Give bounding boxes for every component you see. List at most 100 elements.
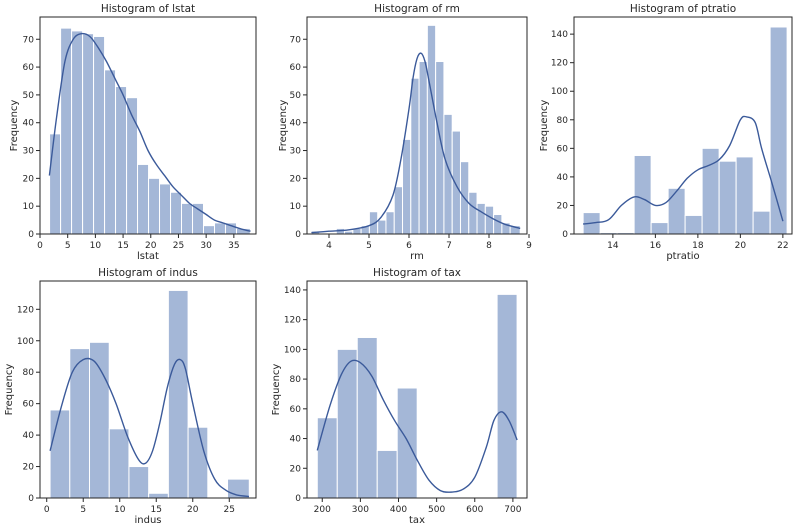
panel-rm-bar-9 — [385, 211, 395, 235]
panel-indus-xtick-label: 10 — [114, 505, 126, 515]
panel-tax-bar-9 — [496, 293, 518, 499]
panel-tax-xtick-label: 500 — [428, 505, 445, 515]
panel-ptratio-bar-4 — [650, 222, 669, 235]
panel-lstat-xtick-label: 20 — [145, 241, 157, 251]
panel-lstat-ytick-label: 60 — [23, 63, 35, 73]
panel-indus-axes-frame — [39, 280, 257, 499]
panel-tax-xtick-label: 300 — [352, 505, 369, 515]
panel-indus-bar-4 — [128, 466, 150, 499]
panel-indus-xtick-label: 0 — [44, 505, 50, 515]
panel-tax-axes-frame — [306, 280, 528, 499]
panel-indus-bar-6 — [167, 289, 189, 499]
panel-indus-bar-7 — [187, 426, 209, 499]
panel-lstat-ytick-label: 20 — [23, 174, 35, 184]
panel-indus-bar-3 — [108, 428, 130, 499]
panel-rm-bar-19 — [468, 191, 478, 235]
panel-tax-bar-3 — [376, 449, 398, 499]
panel-ptratio-xlabel: ptratio — [666, 251, 699, 262]
panel-ptratio-bar-10 — [752, 210, 771, 235]
panel-ptratio-ytick-label: 120 — [551, 59, 568, 69]
panel-rm-kde-line — [311, 52, 521, 234]
panel-tax-ytick-label: 80 — [290, 375, 302, 385]
panel-ptratio-ytick-label: 60 — [557, 144, 569, 154]
panel-tax-ytick-label: 20 — [290, 464, 302, 474]
panel-tax-bar-0 — [316, 417, 338, 499]
panel-ptratio-axes-frame — [573, 16, 793, 235]
panel-tax-xlabel: tax — [409, 515, 425, 526]
panel-rm-xtick-label: 5 — [366, 241, 372, 251]
panel-ptratio-title: Histogram of ptratio — [630, 3, 736, 15]
panel-indus-kde-line — [49, 357, 250, 498]
panel-tax-xtick-label: 200 — [314, 505, 331, 515]
panel-lstat-bar-3 — [82, 33, 95, 235]
panel-rm-ylabel: Frequency — [278, 100, 289, 152]
panel-tax-bar-2 — [356, 336, 378, 499]
panel-rm-ytick-label: 10 — [290, 202, 302, 212]
panel-rm-bar-13 — [418, 61, 428, 235]
panel-lstat-ytick-label: 50 — [23, 91, 35, 101]
panel-rm-ytick-label: 70 — [290, 35, 302, 45]
panel-lstat-ytick-label: 0 — [28, 230, 34, 240]
panel-lstat-bar-5 — [104, 69, 117, 235]
panel-rm-bar-10 — [393, 186, 404, 235]
panel-lstat-bar-2 — [71, 30, 84, 235]
panel-rm: Histogram of rm rm Frequency 4 5 6 7 8 9 0 10 20… — [278, 3, 532, 262]
panel-rm-ytick-label: 50 — [290, 91, 302, 101]
panel-lstat-xtick-label: 10 — [90, 241, 102, 251]
panel-ptratio-bar-9 — [735, 156, 754, 235]
panel-ptratio-ytick-label: 20 — [557, 201, 569, 211]
panel-lstat-xtick-label: 5 — [65, 241, 71, 251]
panel-tax-kde-line — [316, 359, 518, 493]
panel-ptratio-xtick-label: 14 — [607, 241, 619, 251]
panel-ptratio-xtick-label: 18 — [692, 241, 704, 251]
panel-indus-title: Histogram of indus — [98, 267, 198, 279]
panel-lstat-bar-10 — [159, 183, 172, 235]
panel-indus-ytick-label: 120 — [17, 305, 34, 315]
panel-tax-ytick-label: 60 — [290, 405, 302, 415]
panel-indus-ytick-label: 100 — [17, 337, 34, 347]
panel-indus-bar-0 — [49, 409, 71, 499]
panel-rm-xtick-label: 9 — [526, 241, 532, 251]
panel-rm-xtick-label: 6 — [406, 241, 412, 251]
panel-indus-ytick-label: 80 — [23, 368, 35, 378]
panel-lstat: Histogram of lstat lstat Frequency 0 5 10 1… — [9, 3, 257, 262]
panel-tax-ytick-label: 120 — [284, 316, 301, 326]
panel-lstat-ytick-label: 30 — [23, 147, 35, 157]
panel-tax-xtick-label: 400 — [390, 505, 407, 515]
panel-tax-xtick-label: 600 — [466, 505, 483, 515]
panel-rm-bar-7 — [368, 211, 379, 235]
panel-tax-title: Histogram of tax — [373, 267, 461, 279]
panel-ptratio-xtick-label: 20 — [735, 241, 747, 251]
panel-rm-bar-20 — [476, 202, 486, 235]
panel-indus-ytick-label: 0 — [28, 494, 34, 504]
panel-tax-xtick-label: 700 — [504, 505, 521, 515]
panel-ptratio-bar-11 — [769, 26, 788, 235]
panel-ptratio-ylabel: Frequency — [539, 100, 550, 152]
panel-rm-bar-21 — [484, 205, 495, 235]
panel-tax-ytick-label: 140 — [284, 286, 301, 296]
panel-ptratio-ytick-label: 140 — [551, 30, 568, 40]
panel-tax-bar-4 — [396, 387, 418, 499]
panel-lstat-ytick-label: 70 — [23, 35, 35, 45]
panel-ptratio-bar-6 — [684, 214, 703, 235]
panel-lstat-ytick-label: 10 — [23, 202, 35, 212]
panel-ptratio-kde-line — [583, 115, 784, 225]
panel-indus-ytick-label: 40 — [23, 431, 35, 441]
panel-indus-xtick-label: 15 — [151, 505, 162, 515]
panel-ptratio-bar-3 — [633, 154, 652, 235]
panel-tax-ytick-label: 0 — [295, 494, 301, 504]
panel-lstat-xtick-label: 30 — [200, 241, 212, 251]
panel-rm-bar-11 — [402, 138, 412, 235]
panel-rm-ytick-label: 60 — [290, 63, 302, 73]
panel-lstat-bar-4 — [93, 35, 106, 235]
panel-lstat-xlabel: lstat — [137, 251, 159, 262]
panel-rm-bar-8 — [377, 219, 387, 235]
panel-lstat-bar-0 — [49, 133, 62, 235]
panel-lstat-bar-15 — [214, 222, 226, 235]
panel-lstat-bar-8 — [137, 163, 150, 235]
panel-indus-xlabel: indus — [134, 515, 161, 526]
panel-rm-xlabel: rm — [410, 251, 424, 262]
panel-rm-bar-22 — [493, 214, 503, 235]
panel-indus-xtick-label: 25 — [224, 505, 235, 515]
